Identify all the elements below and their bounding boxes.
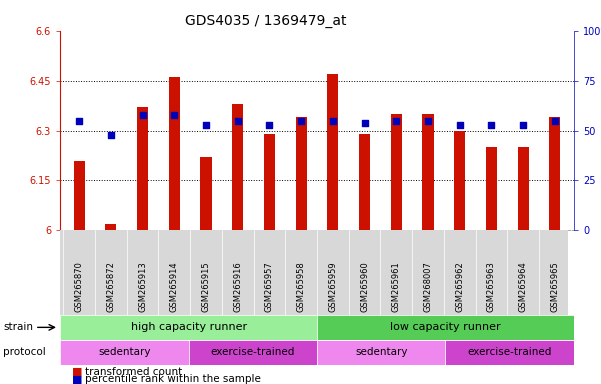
Bar [201,157,212,230]
Text: GSM265957: GSM265957 [265,262,274,313]
Point [360,119,370,126]
Text: ■: ■ [72,374,82,384]
Bar [517,147,529,230]
Bar [486,147,497,230]
Text: GSM265961: GSM265961 [392,262,401,313]
Point [169,111,179,118]
Bar [445,340,574,365]
Text: GSM265870: GSM265870 [75,262,84,313]
Bar [317,340,445,365]
Title: GDS4035 / 1369479_at: GDS4035 / 1369479_at [185,14,346,28]
Text: transformed count: transformed count [85,367,183,377]
Text: sedentary: sedentary [355,347,407,358]
Point [138,111,147,118]
Point [328,118,338,124]
Point [550,118,560,124]
Bar [296,117,307,230]
Point [201,121,211,127]
Bar [232,104,243,230]
Point [75,118,84,124]
Point [519,121,528,127]
Bar [60,315,317,340]
Text: ■: ■ [72,367,82,377]
Bar [317,315,574,340]
Bar [549,117,561,230]
Point [106,131,115,137]
Text: GSM265962: GSM265962 [456,262,464,313]
Text: GSM265872: GSM265872 [106,262,115,313]
Bar [454,131,465,230]
Text: strain: strain [3,322,33,333]
Text: sedentary: sedentary [98,347,151,358]
Bar [328,74,338,230]
Point [296,118,306,124]
Bar [189,340,317,365]
Bar [359,134,370,230]
Text: GSM268007: GSM268007 [424,262,433,313]
Text: exercise-trained: exercise-trained [210,347,295,358]
Point [264,121,274,127]
Point [423,118,433,124]
Text: GSM265959: GSM265959 [328,262,337,313]
Point [455,121,465,127]
Text: percentile rank within the sample: percentile rank within the sample [85,374,261,384]
Text: GSM265914: GSM265914 [170,262,178,313]
Bar [391,114,402,230]
Point [487,121,496,127]
Text: GSM265963: GSM265963 [487,262,496,313]
Text: low capacity runner: low capacity runner [390,322,501,333]
Bar [169,77,180,230]
Text: GSM265916: GSM265916 [233,262,242,313]
Bar [73,161,85,230]
Point [233,118,243,124]
Bar [423,114,433,230]
Text: GSM265965: GSM265965 [551,262,560,313]
Text: GSM265915: GSM265915 [201,262,210,313]
Text: exercise-trained: exercise-trained [468,347,552,358]
Point [391,118,401,124]
Bar [60,340,189,365]
Text: GSM265913: GSM265913 [138,262,147,313]
Text: protocol: protocol [3,347,46,358]
Text: GSM265964: GSM265964 [519,262,528,313]
Bar [105,224,117,230]
Text: GSM265960: GSM265960 [360,262,369,313]
Bar [264,134,275,230]
Text: high capacity runner: high capacity runner [130,322,246,333]
Bar [137,107,148,230]
Text: GSM265958: GSM265958 [297,262,306,313]
